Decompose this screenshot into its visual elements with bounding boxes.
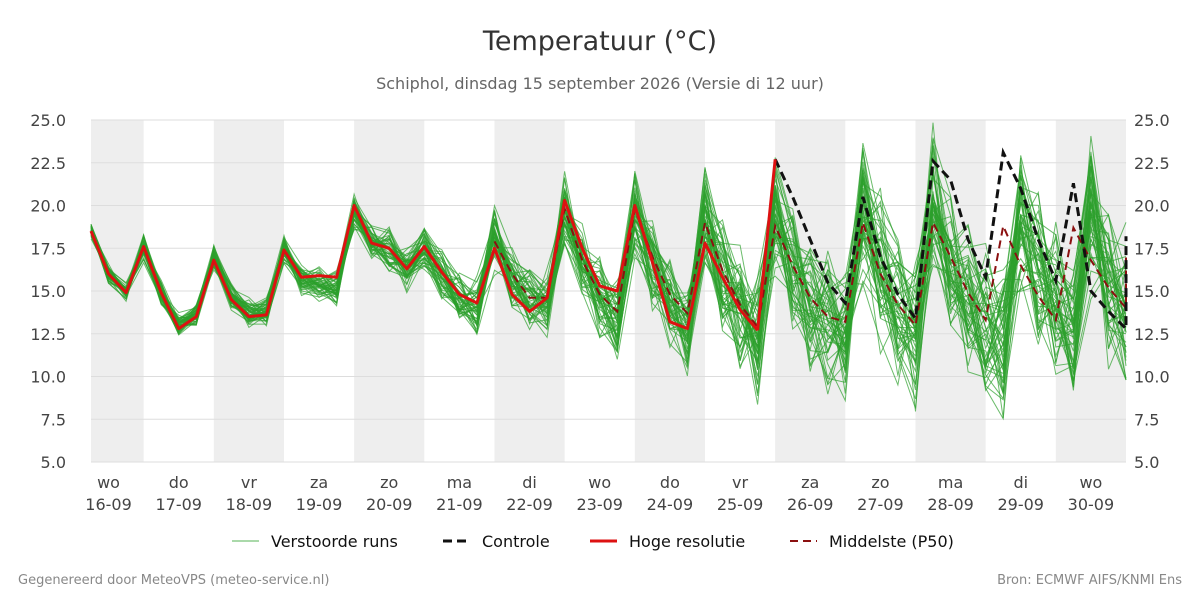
ensemble-member-34 xyxy=(90,155,1127,375)
footer-right: Bron: ECMWF AIFS/KNMI Ens xyxy=(997,573,1182,588)
y-tick-right-7.5: 7.5 xyxy=(1134,410,1159,429)
x-tick-day-19-09: za xyxy=(310,473,328,492)
x-tick-day-30-09: wo xyxy=(1079,473,1102,492)
ensemble-member-38 xyxy=(90,152,1127,419)
x-tick-day-28-09: ma xyxy=(938,473,963,492)
y-tick-right-20.0: 20.0 xyxy=(1134,197,1170,216)
x-tick-date-19-09: 19-09 xyxy=(296,495,343,514)
x-tick-day-24-09: do xyxy=(660,473,680,492)
x-tick-day-29-09: di xyxy=(1013,473,1028,492)
y-tick-left-15.0: 15.0 xyxy=(30,282,66,301)
controle-line xyxy=(773,147,1128,333)
y-tick-left-5.0: 5.0 xyxy=(41,453,66,472)
x-tick-date-21-09: 21-09 xyxy=(436,495,483,514)
footer-left: Gegenereerd door MeteoVPS (meteo-service… xyxy=(18,573,329,588)
hoge-resolutie-line xyxy=(89,198,759,332)
hoge-resolutie-tail xyxy=(756,159,777,331)
legend-label-hoge_resolutie: Hoge resolutie xyxy=(629,532,745,551)
x-tick-date-18-09: 18-09 xyxy=(226,495,273,514)
y-tick-left-25.0: 25.0 xyxy=(30,111,66,130)
legend-label-controle: Controle xyxy=(482,532,550,551)
x-tick-date-29-09: 29-09 xyxy=(997,495,1044,514)
legend-label-ensemble: Verstoorde runs xyxy=(271,532,398,551)
ensemble-member-49 xyxy=(90,151,1127,374)
x-tick-day-26-09: za xyxy=(801,473,819,492)
x-tick-day-18-09: vr xyxy=(241,473,257,492)
x-tick-date-20-09: 20-09 xyxy=(366,495,413,514)
x-tick-date-23-09: 23-09 xyxy=(576,495,623,514)
x-tick-date-22-09: 22-09 xyxy=(506,495,553,514)
ensemble-member-50 xyxy=(90,161,1127,385)
x-tick-date-28-09: 28-09 xyxy=(927,495,974,514)
x-tick-date-16-09: 16-09 xyxy=(85,495,132,514)
main-lines xyxy=(89,147,1128,333)
x-tick-day-21-09: ma xyxy=(447,473,472,492)
x-tick-date-25-09: 25-09 xyxy=(717,495,764,514)
x-tick-date-24-09: 24-09 xyxy=(647,495,694,514)
ensemble-member-48 xyxy=(90,178,1127,377)
y-axis-ticks: 5.0 5.0 7.5 7.5 10.0 10.0 12.5 12.5 15.0 15.0 17.5… xyxy=(30,111,1169,472)
chart-subtitle: Schiphol, dinsdag 15 september 2026 (Ver… xyxy=(376,74,824,93)
y-tick-left-22.5: 22.5 xyxy=(30,154,66,173)
x-axis-ticks: wo 16-09 do 17-09 vr 18-09 za 19-09 zo 20-09 ma 21-… xyxy=(85,473,1114,514)
y-tick-right-10.0: 10.0 xyxy=(1134,368,1170,387)
chart-title: Temperatuur (°C) xyxy=(482,26,717,57)
y-tick-left-20.0: 20.0 xyxy=(30,197,66,216)
x-tick-date-27-09: 27-09 xyxy=(857,495,904,514)
y-tick-left-17.5: 17.5 xyxy=(30,239,66,258)
y-tick-right-25.0: 25.0 xyxy=(1134,111,1170,130)
legend-label-middelste: Middelste (P50) xyxy=(829,532,954,551)
x-tick-date-17-09: 17-09 xyxy=(155,495,202,514)
middelste-line xyxy=(493,205,1127,330)
x-tick-date-30-09: 30-09 xyxy=(1068,495,1115,514)
x-tick-day-27-09: zo xyxy=(871,473,889,492)
y-tick-left-7.5: 7.5 xyxy=(41,410,66,429)
ensemble-lines xyxy=(90,122,1127,421)
y-tick-right-15.0: 15.0 xyxy=(1134,282,1170,301)
x-tick-day-22-09: di xyxy=(522,473,537,492)
x-tick-date-26-09: 26-09 xyxy=(787,495,834,514)
x-tick-day-17-09: do xyxy=(169,473,189,492)
x-tick-day-16-09: wo xyxy=(97,473,120,492)
y-tick-right-12.5: 12.5 xyxy=(1134,325,1170,344)
y-tick-right-5.0: 5.0 xyxy=(1134,453,1159,472)
legend: Verstoorde runs Controle Hoge resolutie Mid… xyxy=(232,532,954,551)
y-tick-left-10.0: 10.0 xyxy=(30,368,66,387)
x-tick-day-25-09: vr xyxy=(732,473,748,492)
x-tick-day-20-09: zo xyxy=(380,473,398,492)
ensemble-member-33 xyxy=(90,189,1127,368)
y-tick-right-17.5: 17.5 xyxy=(1134,239,1170,258)
y-tick-left-12.5: 12.5 xyxy=(30,325,66,344)
x-tick-day-23-09: wo xyxy=(588,473,611,492)
y-tick-right-22.5: 22.5 xyxy=(1134,154,1170,173)
